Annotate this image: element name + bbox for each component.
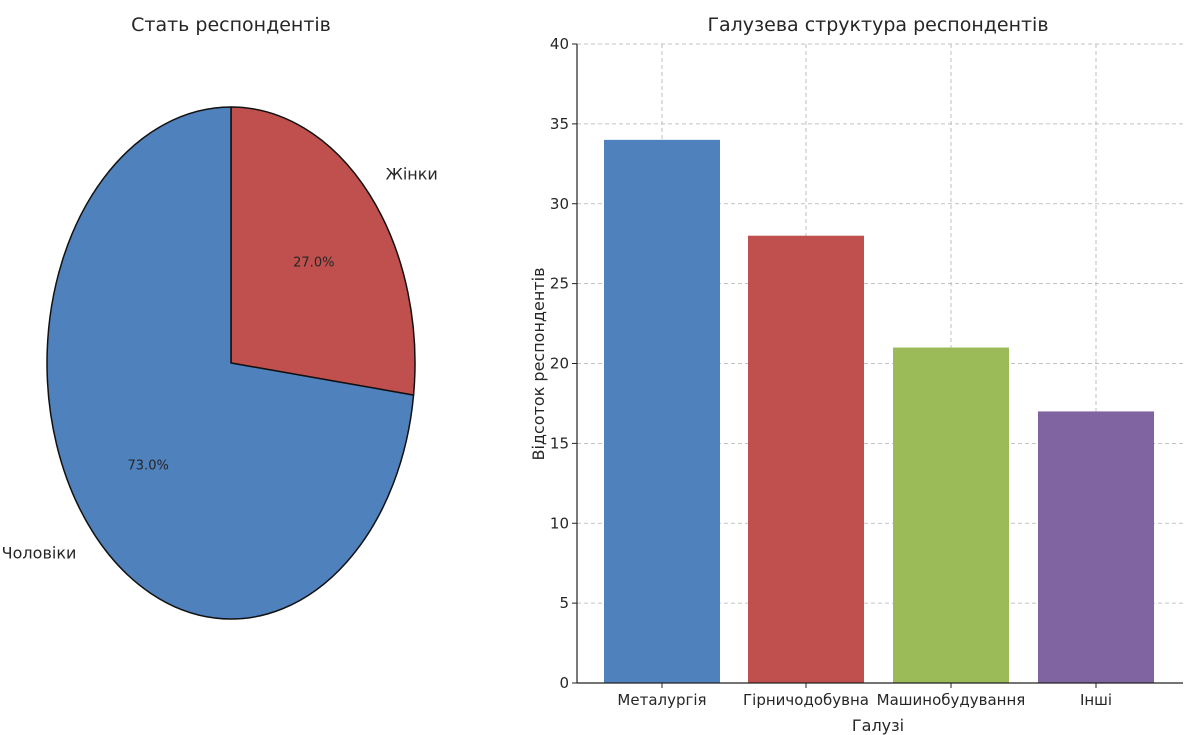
bar-chart-ylabel: Відсоток респондентів [529, 268, 548, 461]
pie-slice-label-1: Чоловіки [2, 544, 77, 563]
pie-chart-gender: Стать респондентів 27.0% Жінки 73.0% Чолові… [2, 14, 438, 620]
x-tick-label-2: Машинобудування [877, 691, 1026, 709]
x-tick-label-0: Металургія [617, 691, 706, 709]
bar-2 [893, 347, 1009, 683]
pie-chart-title: Стать респондентів [131, 14, 331, 36]
bar-0 [604, 139, 720, 684]
bar-chart-xlabel: Галузі [852, 716, 904, 735]
y-tick-label-2: 10 [550, 514, 569, 532]
pie-slice-percent-0: 27.0% [293, 255, 334, 270]
pie-slice-1 [46, 106, 415, 620]
y-tick-label-4: 20 [550, 355, 569, 373]
y-tick-label-8: 40 [550, 35, 569, 53]
pie-slice-percent-1: 73.0% [128, 459, 169, 474]
y-tick-label-3: 15 [550, 434, 569, 452]
bar-3 [1038, 411, 1154, 683]
y-tick-label-7: 35 [550, 115, 569, 133]
y-tick-label-1: 5 [559, 594, 569, 612]
pie-slice-0 [230, 106, 416, 396]
y-tick-label-0: 0 [559, 674, 569, 692]
pie-slice-label-0: Жінки [386, 164, 438, 183]
bar-1 [748, 235, 864, 683]
y-tick-label-5: 25 [550, 275, 569, 293]
bar-chart-title: Галузева структура респондентів [707, 14, 1048, 36]
bar-chart-industry: Галузева структура респондентів Галузі В… [529, 14, 1183, 735]
x-tick-label-1: Гірничодобувна [743, 691, 869, 709]
y-tick-label-6: 30 [550, 195, 569, 213]
x-tick-label-3: Інші [1080, 691, 1112, 709]
